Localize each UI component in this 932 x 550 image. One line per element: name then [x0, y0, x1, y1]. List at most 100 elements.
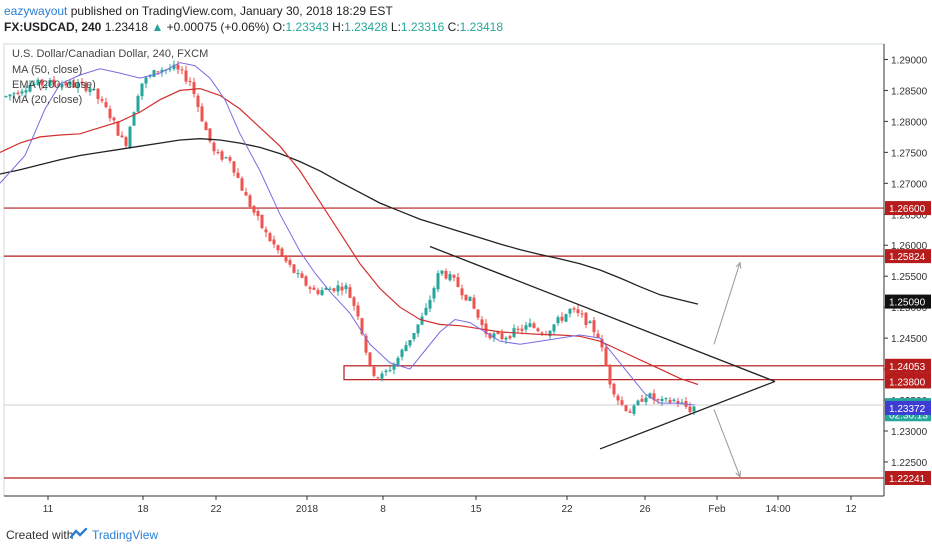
candle-body: [48, 80, 52, 86]
price-label-text: 1.26600: [889, 204, 926, 215]
chart-header: eazywayout published on TradingView.com,…: [0, 0, 932, 36]
legend-ma20[interactable]: MA (20, close): [12, 94, 83, 106]
candle-body: [408, 339, 412, 346]
candle-body: [396, 357, 400, 366]
candle-body: [264, 229, 268, 233]
time-tick-label: Feb: [708, 504, 726, 515]
candle-body: [460, 288, 464, 296]
tradingview-brand[interactable]: TradingView: [92, 528, 159, 542]
price-label-box: [885, 470, 931, 485]
price-label-text: 1.23372: [889, 404, 926, 415]
chart-area[interactable]: 1.29000 1.28500 1.28000 1.27500 1.27000 1.265…: [0, 38, 932, 518]
ema200-line: [0, 138, 699, 305]
candle-body: [560, 316, 564, 321]
price-tick-label: 1.26000: [891, 241, 928, 252]
candle-body: [376, 377, 380, 379]
candle-body: [476, 309, 480, 318]
candle-body: [532, 323, 536, 328]
close-value: 1.23418: [459, 20, 504, 34]
candle-body: [208, 128, 212, 142]
candle-body: [100, 99, 104, 101]
candle-body: [116, 121, 120, 136]
candle-body: [32, 83, 36, 86]
time-tick-label: 8: [380, 504, 386, 515]
candle-body: [324, 288, 328, 290]
candle-body: [64, 82, 68, 86]
candle-body: [504, 337, 508, 340]
candle-body: [92, 88, 96, 90]
candle-body: [356, 305, 360, 317]
price-label-box: [885, 374, 931, 389]
candle-body: [392, 364, 396, 370]
candle-body: [300, 273, 304, 278]
low-label: L:: [390, 20, 401, 34]
candle-body: [488, 333, 492, 339]
candle-body: [120, 135, 124, 138]
candle-body: [272, 239, 276, 245]
candle-body: [172, 64, 176, 69]
candle-body: [184, 70, 188, 82]
candle-body: [140, 83, 144, 97]
price-label-box: [885, 294, 931, 309]
time-tick-label: 18: [137, 504, 149, 515]
candle-body: [200, 106, 204, 122]
candle-body: [192, 82, 196, 95]
candle-body: [236, 172, 240, 178]
high-label: H:: [332, 20, 345, 34]
candle-body: [96, 88, 100, 99]
candle-body: [380, 373, 384, 379]
candle-body: [132, 112, 136, 126]
candle-body: [16, 92, 20, 95]
price-label-text: 1.25824: [889, 252, 926, 263]
candle-body: [76, 83, 80, 89]
candle-body: [344, 285, 348, 290]
candle-body: [672, 399, 676, 402]
symbol-line: FX:USDCAD, 240 1.23418 ▲ +0.00075 (+0.06…: [4, 20, 503, 34]
candle-body: [528, 323, 532, 327]
candle-body: [456, 277, 460, 287]
ma20-line: [0, 62, 696, 406]
open-value: 1.23343: [285, 20, 329, 34]
price-tick-label: 1.22500: [891, 458, 928, 469]
candle-body: [312, 287, 316, 290]
candle-body: [448, 274, 452, 281]
candle-body: [592, 320, 596, 333]
candle-body: [12, 93, 16, 95]
symbol-name: FX:USDCAD, 240: [4, 20, 102, 34]
candle-body: [72, 82, 76, 88]
candle-body: [68, 81, 72, 86]
triangle-trendline: [429, 245, 776, 383]
candle-body: [664, 398, 668, 400]
candle-body: [352, 297, 356, 306]
legend-ema200[interactable]: EMA (200, close): [12, 79, 96, 91]
candle-body: [180, 69, 184, 71]
candle-body: [564, 314, 568, 322]
price-label-text: 1.23800: [889, 377, 926, 388]
candle-body: [524, 325, 528, 330]
candle-body: [292, 264, 296, 273]
open-label: O:: [272, 20, 286, 34]
price-chart[interactable]: 1.29000 1.28500 1.28000 1.27500 1.27000 1.265…: [0, 38, 932, 518]
author-link[interactable]: eazywayout: [4, 4, 68, 18]
candle-body: [400, 349, 404, 357]
candle-body: [368, 352, 372, 366]
candle-body: [580, 313, 584, 315]
candle-body: [204, 122, 208, 131]
candle-body: [268, 233, 272, 242]
price-label-box: [885, 358, 931, 373]
candle-body: [112, 117, 116, 121]
candle-body: [668, 399, 672, 403]
candle-body: [616, 395, 620, 401]
ma50-line: [0, 87, 699, 386]
candle-body: [332, 288, 336, 292]
candle-body: [288, 260, 292, 265]
candle-body: [608, 364, 612, 385]
candle-body: [348, 287, 352, 298]
candle-body: [640, 398, 644, 402]
candle-body: [276, 245, 280, 251]
candle-body: [364, 335, 368, 353]
candle-body: [484, 323, 488, 335]
candle-body: [568, 308, 572, 314]
candle-body: [84, 82, 88, 91]
legend-ma50[interactable]: MA (50, close): [12, 64, 83, 76]
